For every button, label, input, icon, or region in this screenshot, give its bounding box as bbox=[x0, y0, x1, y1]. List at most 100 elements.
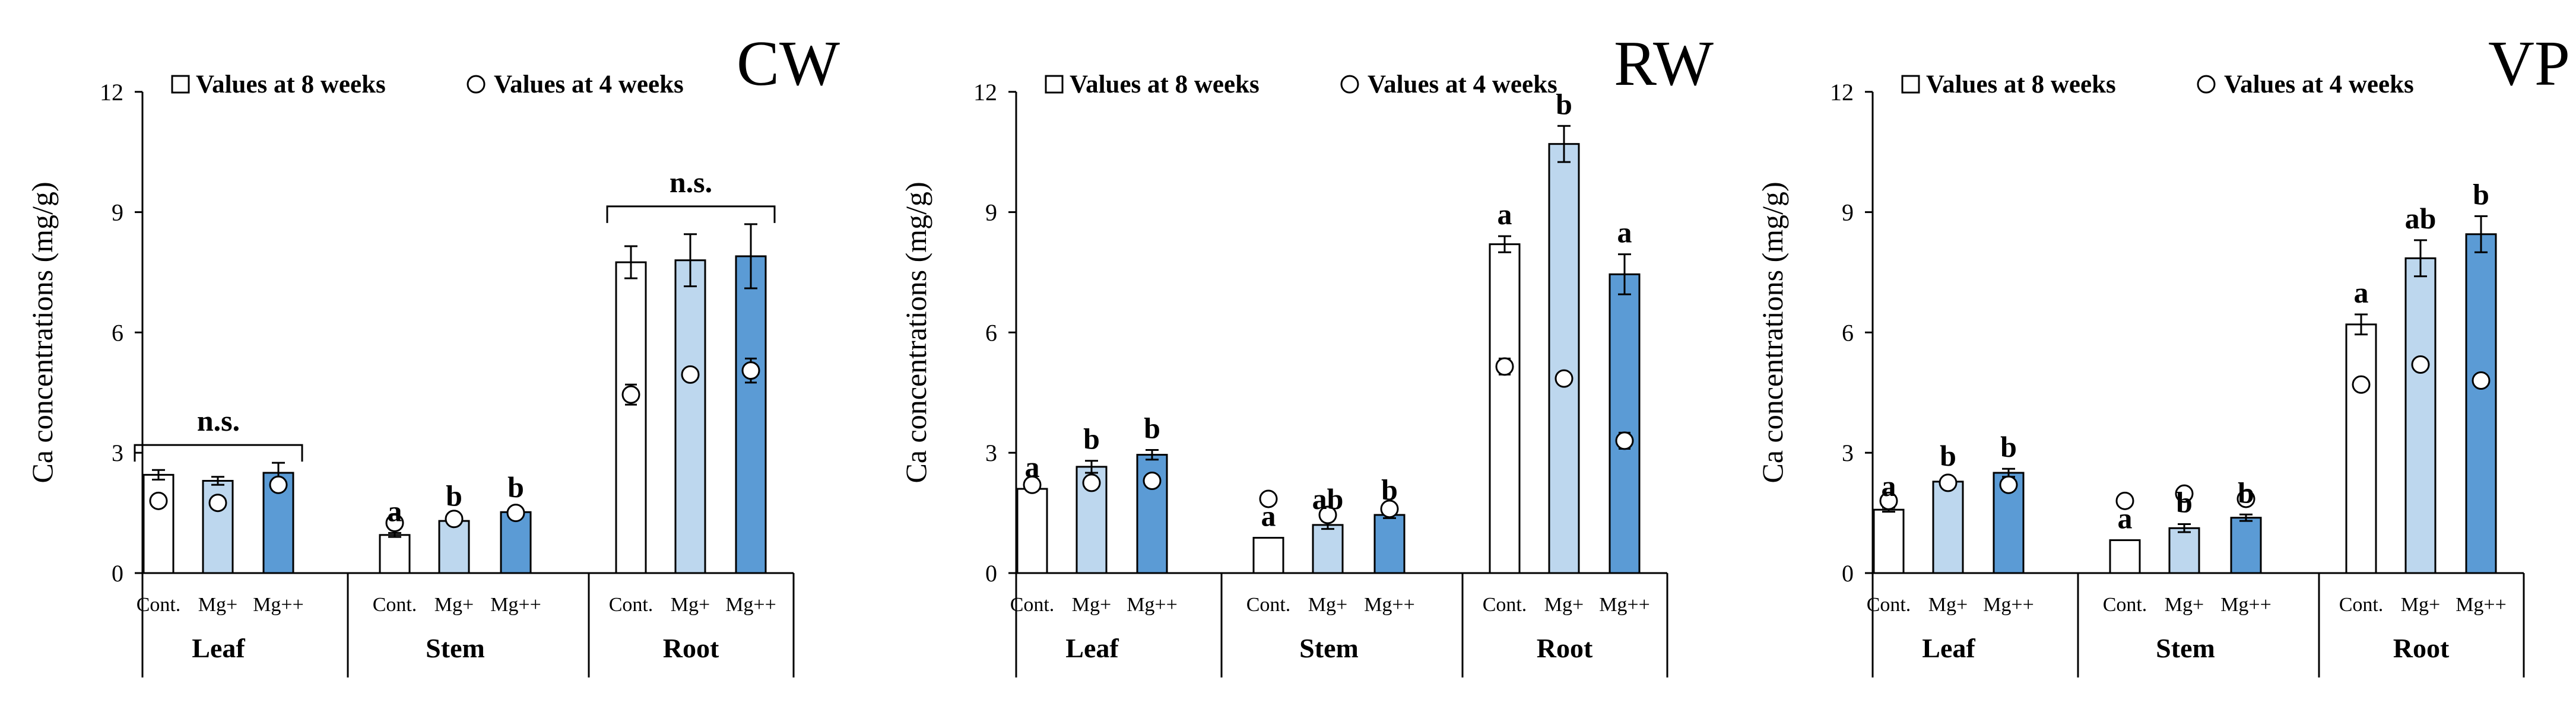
significance-letter: b bbox=[1556, 87, 1572, 120]
legend-bar-swatch bbox=[1901, 75, 1920, 94]
data-point-4-weeks bbox=[1380, 500, 1399, 518]
ns-bracket bbox=[606, 205, 776, 223]
x-treatment-label: Cont. bbox=[1867, 594, 1911, 616]
data-point-4-weeks bbox=[1879, 491, 1898, 510]
y-axis-label: Ca concentrations (mg/g) bbox=[1756, 182, 1789, 483]
data-point-4-weeks bbox=[2236, 489, 2255, 508]
significance-letter: b bbox=[2000, 430, 2017, 463]
bar-mg1 bbox=[1548, 143, 1580, 574]
group-stem: Cont. a Mg+ b Mg++ b Stem bbox=[2103, 476, 2272, 663]
significance-letter: a bbox=[1261, 500, 1276, 533]
x-group-label: Root bbox=[663, 633, 719, 663]
legend-point-swatch bbox=[467, 75, 486, 94]
x-treatment-label: Mg++ bbox=[1127, 594, 1178, 616]
legend-point-swatch bbox=[2197, 75, 2216, 94]
x-treatment-label: Mg+ bbox=[1308, 594, 1347, 616]
x-treatment-label: Cont. bbox=[609, 594, 653, 616]
bar-mg1 bbox=[1932, 481, 1964, 574]
x-group-label: Stem bbox=[2156, 633, 2215, 663]
x-treatment-label: Mg++ bbox=[1599, 594, 1650, 616]
x-treatment-label: Mg+ bbox=[671, 594, 710, 616]
y-tick-label: 0 bbox=[985, 560, 997, 587]
x-treatment-label: Cont. bbox=[373, 594, 417, 616]
bar-mg2 bbox=[2230, 517, 2262, 574]
group-leaf: Cont. a Mg+ b Mg++ b Leaf bbox=[1867, 430, 2034, 663]
x-treatment-label: Mg++ bbox=[1364, 594, 1415, 616]
data-point-4-weeks bbox=[2352, 375, 2371, 394]
bar-mg2 bbox=[2465, 233, 2497, 574]
bar-mg2 bbox=[735, 255, 767, 574]
significance-letter: a bbox=[388, 494, 402, 527]
significance-letter: a bbox=[1498, 198, 1512, 231]
bar-cont bbox=[1252, 537, 1284, 574]
ns-label: n.s. bbox=[197, 404, 240, 437]
bar-mg1 bbox=[674, 259, 706, 574]
x-treatment-label: Mg++ bbox=[2220, 594, 2272, 616]
panel-title: RW bbox=[1614, 28, 1714, 99]
legend-bar-label: Values at 8 weeks bbox=[1926, 71, 2116, 98]
x-treatment-label: Cont. bbox=[2339, 594, 2384, 616]
x-group-label: Root bbox=[1537, 633, 1593, 663]
x-group-label: Stem bbox=[426, 633, 485, 663]
x-treatment-label: Mg+ bbox=[1072, 594, 1111, 616]
x-treatment-label: Cont. bbox=[1010, 594, 1055, 616]
legend-point-label: Values at 4 weeks bbox=[2224, 71, 2414, 98]
panel-vp: 0 3 6 9 12 Ca concentrations (mg/g) Values at … bbox=[1756, 28, 2570, 677]
data-point-4-weeks bbox=[2411, 355, 2430, 374]
data-point-4-weeks bbox=[149, 491, 168, 510]
significance-letter: ab bbox=[2405, 202, 2437, 235]
bar-mg1 bbox=[2404, 257, 2437, 574]
legend-bar-label: Values at 8 weeks bbox=[196, 71, 386, 98]
data-point-4-weeks bbox=[1615, 431, 1634, 450]
y-tick-label: 9 bbox=[1842, 199, 1854, 226]
data-point-4-weeks bbox=[2472, 371, 2491, 390]
significance-letter: b bbox=[2238, 476, 2254, 509]
x-treatment-label: Mg+ bbox=[2165, 594, 2204, 616]
panel-rw: 0 3 6 9 12 Ca concentrations (mg/g) Values at … bbox=[899, 28, 1714, 677]
data-point-4-weeks bbox=[1999, 475, 2018, 494]
ns-bracket bbox=[134, 444, 303, 462]
significance-letter: b bbox=[2176, 486, 2193, 519]
significance-letter: a bbox=[1025, 450, 1040, 483]
y-tick-label: 0 bbox=[112, 560, 123, 587]
y-tick-label: 3 bbox=[112, 440, 123, 466]
significance-letter: b bbox=[1381, 473, 1398, 507]
legend-bar-swatch bbox=[171, 75, 190, 94]
x-treatment-label: Mg++ bbox=[2456, 594, 2507, 616]
data-point-4-weeks bbox=[208, 494, 227, 513]
group-root: Cont. Mg+ Mg++ Root n.s. bbox=[606, 166, 776, 663]
y-tick-label: 6 bbox=[112, 319, 123, 346]
legend-point-label: Values at 4 weeks bbox=[1368, 71, 1557, 98]
significance-letter: b bbox=[446, 479, 462, 513]
x-treatment-label: Cont. bbox=[1483, 594, 1527, 616]
bar-cont bbox=[2109, 539, 2141, 574]
significance-letter: a bbox=[1882, 469, 1896, 502]
x-group-label: Leaf bbox=[192, 633, 245, 663]
x-treatment-label: Mg+ bbox=[434, 594, 474, 616]
bar-mg1 bbox=[2168, 527, 2200, 574]
y-tick-label: 12 bbox=[1830, 79, 1854, 106]
legend-point-label: Values at 4 weeks bbox=[494, 71, 684, 98]
y-axis-label: Ca concentrations (mg/g) bbox=[26, 182, 59, 483]
bar-cont bbox=[142, 473, 175, 574]
bar-cont bbox=[1016, 488, 1048, 574]
data-point-4-weeks bbox=[621, 385, 640, 404]
data-point-4-weeks bbox=[1143, 472, 1162, 491]
legend-bar-label: Values at 8 weeks bbox=[1070, 71, 1260, 98]
y-tick-label: 0 bbox=[1842, 560, 1854, 587]
y-axis-label: Ca concentrations (mg/g) bbox=[899, 182, 932, 483]
significance-letter: b bbox=[2473, 177, 2489, 211]
data-point-4-weeks bbox=[1023, 475, 1042, 494]
data-point-4-weeks bbox=[1082, 473, 1101, 492]
bar-mg1 bbox=[1312, 524, 1344, 574]
data-point-4-weeks bbox=[269, 475, 288, 494]
significance-letter: b bbox=[1940, 439, 1956, 472]
significance-letter: a bbox=[2354, 276, 2369, 309]
x-treatment-label: Mg+ bbox=[2401, 594, 2440, 616]
bar-mg2 bbox=[1609, 273, 1641, 574]
ns-label: n.s. bbox=[670, 166, 712, 199]
legend-bar-swatch bbox=[1045, 75, 1064, 94]
data-point-4-weeks bbox=[1259, 489, 1278, 508]
data-point-4-weeks bbox=[681, 365, 700, 384]
